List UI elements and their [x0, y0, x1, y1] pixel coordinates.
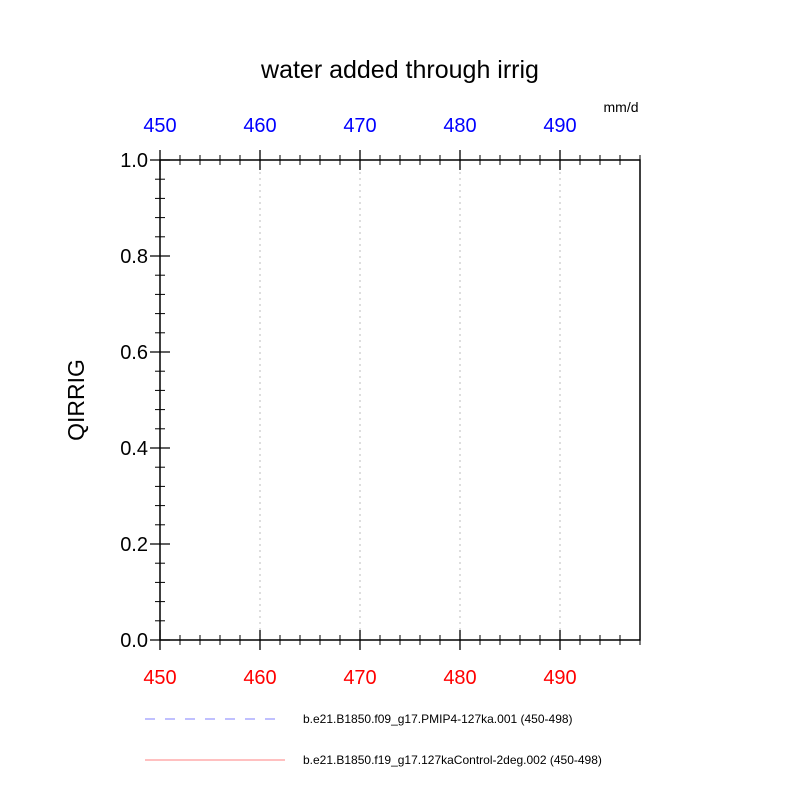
x-tick-label-bottom: 480	[443, 667, 476, 689]
y-tick-label: 0.8	[120, 246, 148, 268]
legend: b.e21.B1850.f09_g17.PMIP4-127ka.001 (450…	[145, 712, 602, 767]
x-tick-label-top: 470	[343, 115, 376, 137]
x-tick-label-bottom: 460	[243, 667, 276, 689]
x-tick-label-top: 450	[143, 115, 176, 137]
chart-title: water added through irrig	[260, 56, 539, 84]
units-label: mm/d	[604, 99, 639, 115]
legend-label: b.e21.B1850.f19_g17.127kaControl-2deg.00…	[303, 753, 602, 767]
x-tick-label-bottom: 450	[143, 667, 176, 689]
x-tick-label-top: 480	[443, 115, 476, 137]
axis-ticks: 450 450 460 460 470 470 480 480 490 490 0.0 0.2 0.4 0…	[120, 115, 641, 689]
y-tick-label: 0.4	[120, 438, 148, 460]
x-tick-label-top: 490	[543, 115, 576, 137]
y-tick-label: 0.0	[120, 630, 148, 652]
x-tick-label-bottom: 470	[343, 667, 376, 689]
y-tick-label: 1.0	[120, 150, 148, 172]
x-tick-label-top: 460	[243, 115, 276, 137]
x-tick-label-bottom: 490	[543, 667, 576, 689]
y-tick-label: 0.2	[120, 534, 148, 556]
y-axis-label: QIRRIG	[63, 359, 89, 441]
plot-frame	[159, 159, 641, 641]
grid	[259, 160, 561, 640]
y-tick-label: 0.6	[120, 342, 148, 364]
legend-label: b.e21.B1850.f09_g17.PMIP4-127ka.001 (450…	[303, 712, 573, 726]
